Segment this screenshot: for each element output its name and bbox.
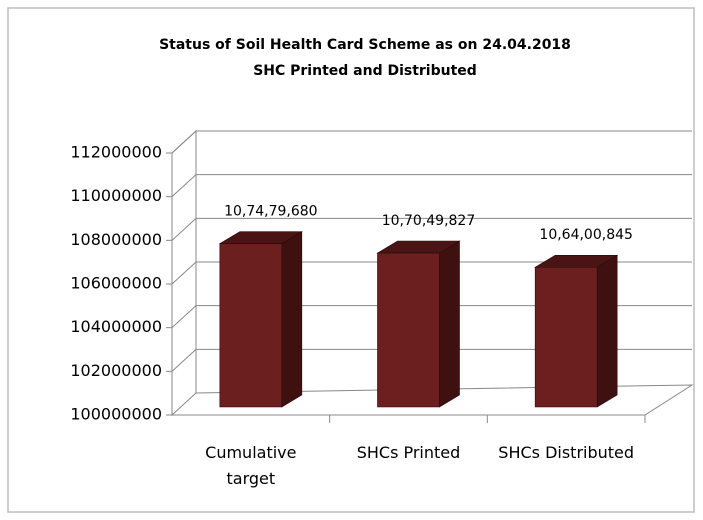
grid-line xyxy=(171,261,692,285)
y-tick-label: 100000000 xyxy=(70,405,162,424)
x-tick-label: Cumulative target xyxy=(205,443,297,488)
x-tick-label: SHCs Printed xyxy=(356,443,461,462)
bar-front xyxy=(377,252,440,408)
x-tick-label: SHCs Distributed xyxy=(498,443,635,462)
bar-side xyxy=(596,254,618,408)
bar-side xyxy=(439,240,460,408)
grid-line xyxy=(171,130,692,154)
data-label: 10,64,00,845 xyxy=(539,227,633,243)
y-tick-label: 108000000 xyxy=(70,230,162,249)
grid-line xyxy=(171,217,692,241)
y-tick-label: 110000000 xyxy=(70,186,162,205)
data-label: 10,74,79,680 xyxy=(224,204,318,220)
y-tick-label: 104000000 xyxy=(70,317,162,336)
chart-subtitle: SHC Printed and Distributed xyxy=(253,63,477,79)
grid-line xyxy=(171,348,692,372)
bar-front xyxy=(534,266,598,408)
bar xyxy=(218,231,303,408)
data-label: 10,70,49,827 xyxy=(382,213,476,229)
y-tick-label: 102000000 xyxy=(70,361,162,380)
bar xyxy=(376,240,461,408)
bar-front xyxy=(219,243,283,408)
grid-line xyxy=(171,174,692,198)
grid-line xyxy=(171,305,692,329)
chart-title: Status of Soil Health Card Scheme as on … xyxy=(159,37,571,53)
bar-side xyxy=(281,231,303,408)
y-tick-label: 106000000 xyxy=(70,274,162,293)
bar xyxy=(534,254,619,408)
y-tick-label: 112000000 xyxy=(70,143,162,162)
